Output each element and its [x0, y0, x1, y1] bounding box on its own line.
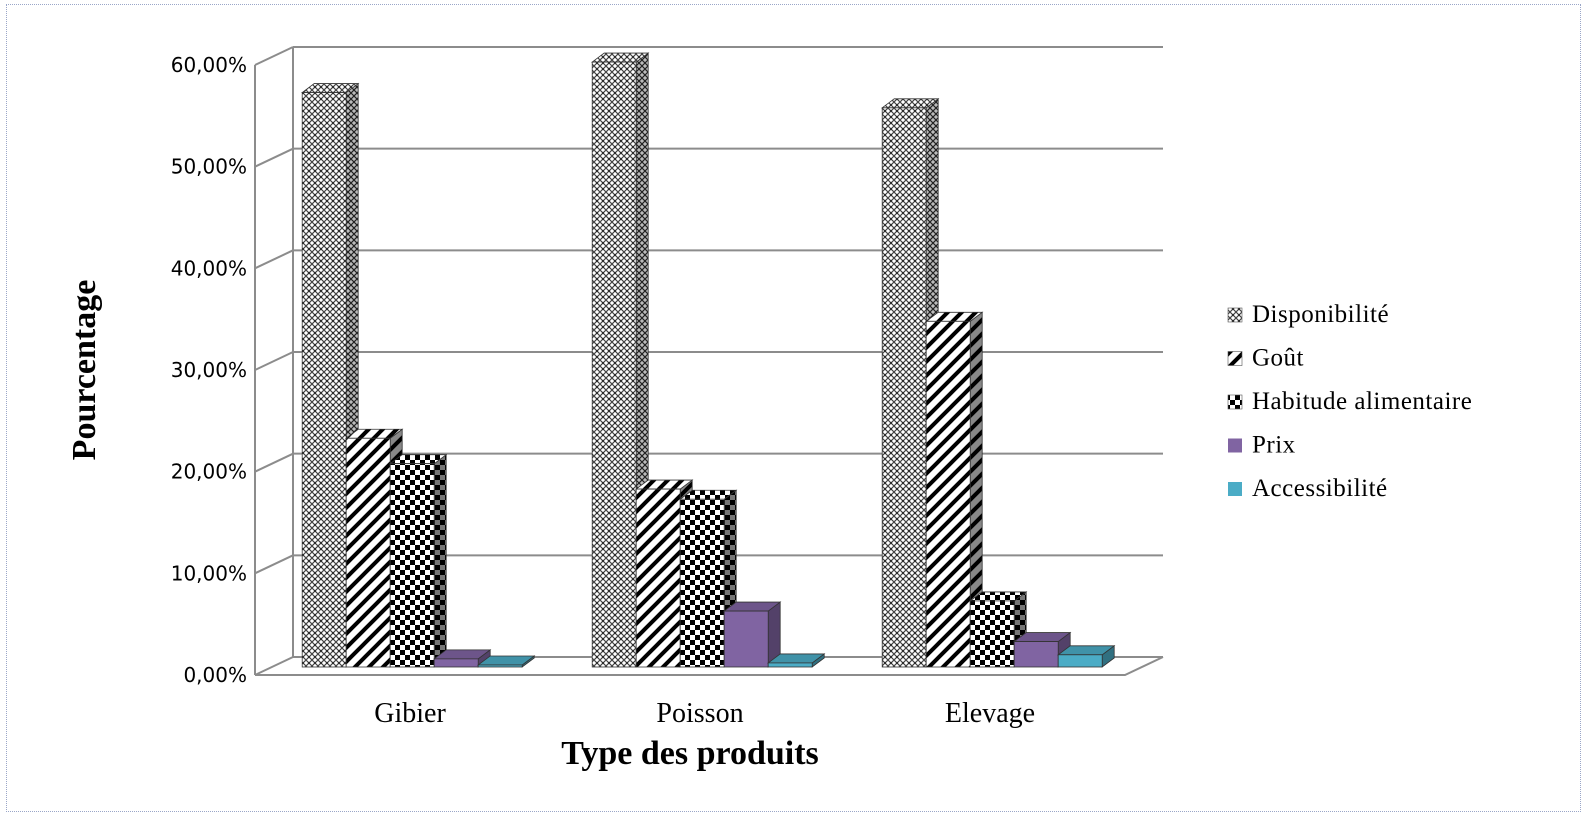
legend-swatch — [1227, 351, 1243, 366]
legend-item: Habitude alimentaire — [1227, 388, 1472, 415]
legend-label: Accessibilité — [1252, 475, 1388, 502]
bars — [301, 52, 1116, 668]
bar — [969, 591, 1028, 668]
x-tick-label: Elevage — [945, 698, 1035, 729]
legend-item: Disponibilité — [1227, 301, 1389, 328]
x-tick-labels: Gibier Poisson Elevage — [374, 698, 1035, 729]
bar — [925, 311, 984, 668]
bar-front — [881, 107, 927, 668]
y-tick-label: 10,00% — [171, 561, 247, 585]
legend-item: Goût — [1227, 345, 1304, 372]
gridline-side — [254, 351, 294, 371]
bar — [477, 655, 536, 668]
y-tick-label: 20,00% — [171, 460, 247, 484]
axes — [254, 47, 1164, 676]
x-tick-label: Gibier — [374, 698, 446, 729]
bar-front — [767, 662, 813, 668]
bar — [723, 601, 782, 668]
y-axis-title: Pourcentage — [66, 280, 103, 461]
gridline-side — [254, 147, 294, 168]
gridline-side — [254, 554, 294, 575]
y-tick-label: 40,00% — [171, 256, 247, 280]
gridline-side — [254, 46, 294, 66]
bar-front — [723, 610, 769, 668]
bar-front — [301, 92, 347, 668]
bar-front — [477, 664, 523, 668]
legend-swatch — [1227, 394, 1243, 410]
gridline-side — [254, 249, 294, 270]
x-axis-title: Type des produits — [561, 735, 819, 772]
legend-swatch — [1228, 482, 1242, 496]
bar — [389, 453, 448, 668]
legend-label: Goût — [1252, 345, 1304, 372]
bar-front — [433, 658, 479, 668]
chart-frame — [6, 4, 1581, 812]
legend-label: Disponibilité — [1252, 301, 1389, 328]
bar — [767, 653, 826, 668]
y-tick-label: 60,00% — [171, 53, 247, 77]
y-tick-label: 0,00% — [183, 663, 247, 687]
legend-item: Prix — [1228, 432, 1296, 459]
x-tick-label: Poisson — [656, 698, 743, 729]
bar-front — [969, 600, 1015, 668]
bar-front — [591, 61, 637, 668]
legend-label: Prix — [1252, 432, 1296, 459]
floor-edge — [255, 656, 1164, 676]
bar-front — [345, 437, 391, 668]
bar-front — [635, 488, 681, 668]
y-tick-label: 50,00% — [171, 155, 247, 179]
y-tick-labels: 0,00% 10,00% 20,00% 30,00% 40,00% 50,00% 60,00… — [171, 53, 247, 687]
legend: Disponibilité Goût Habitude alimentaire Pri… — [1227, 301, 1472, 502]
gridline-side — [254, 452, 294, 473]
y-tick-label: 30,00% — [171, 358, 247, 382]
bar — [301, 82, 360, 668]
bar-side — [433, 453, 447, 668]
bar-front — [679, 498, 725, 668]
bar-front — [925, 320, 971, 668]
bar-front — [1013, 641, 1059, 668]
bar — [591, 52, 650, 668]
legend-item: Accessibilité — [1228, 475, 1388, 502]
bar — [1056, 644, 1116, 668]
legend-label: Habitude alimentaire — [1252, 388, 1472, 415]
legend-swatch — [1228, 438, 1242, 453]
bar — [1013, 631, 1072, 668]
bar-front — [389, 463, 435, 668]
bar-front — [1057, 654, 1103, 668]
gridline-side — [254, 656, 294, 676]
legend-swatch — [1227, 307, 1243, 323]
